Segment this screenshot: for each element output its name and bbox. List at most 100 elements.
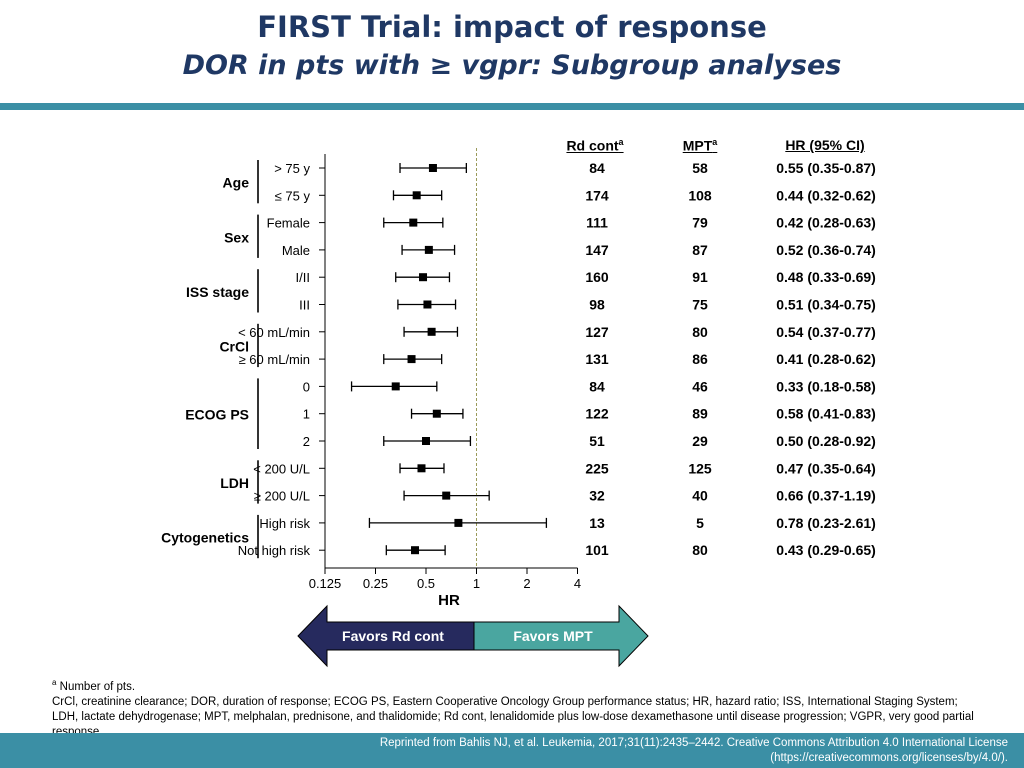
group-label: Age xyxy=(223,175,250,191)
row-label: 1 xyxy=(303,407,310,422)
mpt-count: 79 xyxy=(692,215,708,231)
hr-ci-value: 0.52 (0.36-0.74) xyxy=(776,242,876,258)
hr-ci-value: 0.55 (0.35-0.87) xyxy=(776,160,876,176)
column-header-mpt: MPTa xyxy=(682,137,718,154)
title-divider xyxy=(0,103,1024,110)
citation-text: Reprinted from Bahlis NJ, et al. Leukemi… xyxy=(379,737,1008,764)
rd-count: 147 xyxy=(585,242,609,258)
mpt-count: 91 xyxy=(692,269,708,285)
hr-ci-value: 0.51 (0.34-0.75) xyxy=(776,297,876,313)
group-label: ISS stage xyxy=(186,284,249,300)
group-label: Cytogenetics xyxy=(161,530,249,546)
row-label: I/II xyxy=(296,270,310,285)
citation-bar: Reprinted from Bahlis NJ, et al. Leukemi… xyxy=(0,733,1024,768)
hr-ci-value: 0.33 (0.18-0.58) xyxy=(776,378,876,394)
rd-count: 13 xyxy=(589,515,605,531)
hr-point xyxy=(427,327,436,336)
favors-mpt-arrow xyxy=(473,604,649,668)
row-label: Male xyxy=(282,243,310,258)
row-label: ≤ 75 y xyxy=(275,188,311,203)
hr-point xyxy=(417,464,426,473)
mpt-count: 125 xyxy=(688,460,712,476)
mpt-count: 89 xyxy=(692,406,708,422)
hr-point xyxy=(428,164,437,172)
footnotes: a Number of pts. CrCl, creatinine cleara… xyxy=(52,675,982,740)
mpt-count: 80 xyxy=(692,324,708,340)
hr-ci-value: 0.41 (0.28-0.62) xyxy=(776,351,876,367)
row-label: ≥ 60 mL/min xyxy=(239,352,310,367)
hr-ci-value: 0.54 (0.37-0.77) xyxy=(776,324,876,340)
rd-count: 101 xyxy=(585,542,609,558)
hr-point xyxy=(422,437,430,445)
favors-mpt-label: Favors MPT xyxy=(513,628,593,644)
x-tick-label-0.5: 0.5 xyxy=(417,576,435,591)
x-tick-label-1: 1 xyxy=(473,576,480,591)
row-label: High risk xyxy=(259,516,310,531)
rd-count: 225 xyxy=(585,460,609,476)
forest-plot: 0.125 0.25 0.5 1 2 4 HR Age > 75 y 84 58 0.55 (0.35… xyxy=(161,148,876,668)
hr-ci-value: 0.48 (0.33-0.69) xyxy=(776,269,876,285)
hr-ci-value: 0.44 (0.32-0.62) xyxy=(776,187,876,203)
hr-point xyxy=(454,518,463,527)
hr-point xyxy=(409,218,418,227)
mpt-count: 29 xyxy=(692,433,708,449)
hr-ci-value: 0.42 (0.28-0.63) xyxy=(776,215,876,231)
hr-ci-value: 0.47 (0.35-0.64) xyxy=(776,460,876,476)
hr-ci-value: 0.78 (0.23-2.61) xyxy=(776,515,876,531)
mpt-count: 108 xyxy=(688,187,712,203)
mpt-count: 75 xyxy=(692,297,708,313)
hr-point xyxy=(424,245,433,254)
row-label: 2 xyxy=(303,434,310,449)
rd-count: 122 xyxy=(585,406,609,422)
hr-point xyxy=(412,191,421,200)
row-label: Not high risk xyxy=(238,543,311,558)
mpt-count: 40 xyxy=(692,488,708,504)
mpt-count: 46 xyxy=(692,378,708,394)
row-label: Female xyxy=(267,216,310,231)
mpt-count: 58 xyxy=(692,160,708,176)
column-header-rd-cont: Rd conta xyxy=(566,137,624,154)
hr-point xyxy=(391,382,400,391)
footnote-number-of-pts: a Number of pts. xyxy=(52,678,136,693)
rd-count: 160 xyxy=(585,269,609,285)
group-label: CrCl xyxy=(219,338,249,354)
mpt-count: 86 xyxy=(692,351,708,367)
row-label: III xyxy=(299,298,310,313)
hr-ci-value: 0.50 (0.28-0.92) xyxy=(776,433,876,449)
hr-point xyxy=(407,355,416,364)
rd-count: 174 xyxy=(585,187,609,203)
row-label: < 200 U/L xyxy=(253,461,310,476)
column-header-hr: HR (95% CI) xyxy=(785,137,865,153)
row-label: > 75 y xyxy=(274,161,310,176)
slide-subtitle: DOR in pts with ≥ vgpr: Subgroup analyse… xyxy=(182,50,842,81)
hr-point xyxy=(419,273,428,282)
x-tick-label-2: 2 xyxy=(523,576,530,591)
favors-rd-label: Favors Rd cont xyxy=(342,628,444,644)
group-label: ECOG PS xyxy=(185,407,249,423)
mpt-count: 87 xyxy=(692,242,708,258)
group-label: LDH xyxy=(220,475,249,491)
hr-point xyxy=(442,491,451,500)
rd-count: 127 xyxy=(585,324,609,340)
x-axis-title: HR xyxy=(438,592,460,609)
rd-count: 98 xyxy=(589,297,605,313)
rd-count: 131 xyxy=(585,351,609,367)
hr-ci-value: 0.58 (0.41-0.83) xyxy=(776,406,876,422)
row-label: ≥ 200 U/L xyxy=(254,489,310,504)
rd-count: 111 xyxy=(586,215,608,231)
mpt-count: 5 xyxy=(696,515,704,531)
row-label: 0 xyxy=(303,379,310,394)
mpt-count: 80 xyxy=(692,542,708,558)
x-tick-label-4: 4 xyxy=(574,576,581,591)
rd-count: 32 xyxy=(589,488,605,504)
hr-point xyxy=(423,300,432,309)
rd-count: 51 xyxy=(589,433,605,449)
rd-count: 84 xyxy=(589,378,605,394)
x-tick-label-0.125: 0.125 xyxy=(309,576,342,591)
rd-count: 84 xyxy=(589,160,605,176)
row-label: < 60 mL/min xyxy=(238,325,310,340)
group-label: Sex xyxy=(224,229,249,245)
hr-point xyxy=(411,546,420,555)
x-tick-label-0.25: 0.25 xyxy=(363,576,388,591)
footnote-abbreviations: CrCl, creatinine clearance; DOR, duratio… xyxy=(52,695,974,738)
